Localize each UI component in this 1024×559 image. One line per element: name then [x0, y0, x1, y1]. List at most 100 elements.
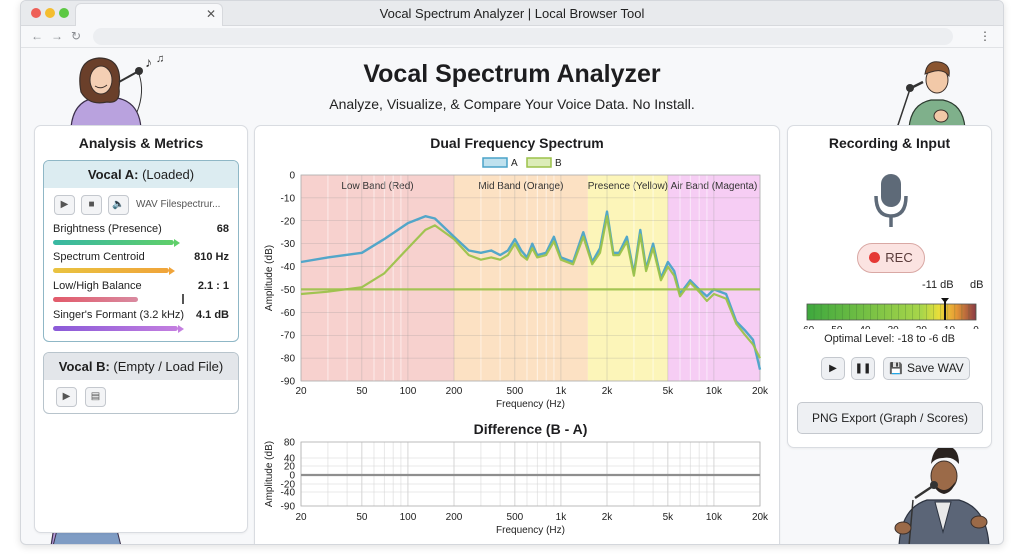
y-tick-label: -10 [281, 193, 296, 204]
y-tick-label: -20 [281, 480, 296, 491]
maximize-window-button[interactable] [59, 8, 69, 18]
close-window-button[interactable] [31, 8, 41, 18]
x-tick-label: 50 [356, 512, 368, 523]
spectrum-panel-title: Dual Frequency Spectrum [430, 135, 604, 151]
spectrum-chart: Low Band (Red) Mid Band (Orange) Presence … [264, 157, 769, 536]
vocal-a-play-button[interactable]: ▶ [54, 195, 75, 215]
pause-button[interactable]: ❚❚ [851, 357, 875, 380]
metric-brightness-bar [53, 240, 174, 245]
window-title: Vocal Spectrum Analyzer | Local Browser … [379, 6, 645, 21]
band-label: Presence (Yellow) [588, 181, 668, 192]
recording-panel: Recording & Input REC -11 dB dB -60 -50 -4… [787, 125, 992, 448]
meter-level-arrow-icon [941, 298, 950, 303]
save-disk-icon: 💾 [889, 363, 903, 375]
minimize-window-button[interactable] [45, 8, 55, 18]
analysis-panel-title: Analysis & Metrics [78, 135, 204, 151]
y-tick-label: 20 [284, 462, 296, 473]
y-tick-label: -30 [281, 239, 296, 250]
plot-frame [300, 174, 761, 382]
meter-unit: dB [970, 279, 984, 291]
spectrum-panel: Dual Frequency Spectrum Low Band (Red) Mi… [254, 125, 780, 544]
metric-brightness-label: Brightness (Presence) [53, 223, 162, 235]
y-tick-label: -50 [281, 285, 296, 296]
metric-brightness-value: 68 [216, 223, 229, 235]
band-label: Mid Band (Orange) [478, 181, 563, 192]
address-bar[interactable] [93, 28, 953, 45]
difference-chart-title: Difference (B - A) [474, 421, 588, 437]
x-tick-label: 5k [663, 512, 675, 523]
analysis-panel: Analysis & Metrics Vocal A: (Loaded) ▶ ■… [34, 125, 248, 533]
singer-illustration-top-left: ♪ ♫ [70, 53, 164, 128]
x-axis-label: Frequency (Hz) [496, 399, 565, 410]
vocal-b-play-button[interactable]: ▶ [56, 387, 77, 407]
diff-y-axis-label: Amplitude (dB) [264, 441, 275, 507]
meter-tick-label: -40 [856, 325, 871, 329]
png-export-button[interactable]: PNG Export (Graph / Scores) [797, 402, 983, 434]
vocal-a-name: Vocal A: [87, 167, 139, 182]
record-dot-icon [869, 252, 881, 263]
save-wav-button[interactable]: 💾 Save WAV [883, 357, 970, 380]
browser-window: ✕ Vocal Spectrum Analyzer | Local Browse… [20, 0, 1004, 545]
diff-x-axis-label: Frequency (Hz) [496, 525, 565, 536]
playback-play-button[interactable]: ▶ [821, 357, 845, 380]
svg-text:♫: ♫ [156, 53, 164, 65]
reload-icon[interactable]: ↻ [71, 29, 82, 43]
metric-formant-label: Singer's Formant (3.2 kHz) [53, 309, 185, 321]
legend-label-a: A [511, 158, 518, 169]
x-tick-label: 50 [356, 386, 368, 397]
x-tick-label: 2k [602, 386, 614, 397]
x-tick-label: 100 [400, 512, 417, 523]
x-tick-label: 2k [602, 512, 614, 523]
x-tick-label: 10k [706, 512, 723, 523]
tab-close-icon[interactable]: ✕ [205, 7, 216, 21]
vocal-a-stop-button[interactable]: ■ [81, 195, 102, 215]
y-tick-label: -90 [281, 502, 296, 513]
metric-centroid-value: 810 Hz [194, 251, 229, 263]
microphone-icon [874, 174, 908, 227]
y-tick-label: 0 [289, 471, 295, 482]
level-meter: -60 -50 -40 -30 -20 -10 0 [800, 298, 979, 329]
legend-swatch-a [482, 157, 508, 168]
singer-illustration-bottom-right [894, 446, 990, 544]
x-tick-label: 100 [400, 386, 417, 397]
x-tick-label: 1k [556, 512, 568, 523]
legend-swatch-b [526, 157, 552, 168]
menu-kebab-icon[interactable]: ⋮ [979, 29, 991, 43]
browser-tab[interactable]: ✕ [75, 3, 223, 26]
vocal-b-name: Vocal B: [58, 359, 110, 374]
nav-bar: ← → ↻ ⋮ [21, 26, 1003, 48]
page-subtitle: Analyze, Visualize, & Compare Your Voice… [329, 96, 695, 112]
metric-brightness-arrow-icon [174, 238, 180, 247]
vocal-a-status: (Loaded) [142, 167, 195, 182]
meter-tick-label: -10 [941, 325, 956, 329]
x-tick-label: 5k [663, 386, 675, 397]
recording-panel-title: Recording & Input [828, 135, 951, 151]
y-tick-label: -90 [281, 377, 296, 388]
save-wav-label: Save WAV [907, 361, 964, 375]
y-tick-label: 40 [284, 454, 296, 465]
vocal-b-load-file-button[interactable]: ▤ [85, 387, 106, 407]
meter-tick-label: 0 [973, 325, 979, 329]
x-tick-label: 20 [295, 512, 307, 523]
x-tick-label: 200 [446, 386, 463, 397]
y-tick-label: 0 [289, 171, 295, 182]
metric-balance-value: 2.1 : 1 [197, 280, 229, 292]
y-tick-label: -80 [281, 354, 296, 365]
record-button[interactable]: REC [857, 243, 925, 273]
back-icon[interactable]: ← [31, 29, 43, 43]
vocal-a-volume-button[interactable]: 🔈 [108, 195, 129, 215]
y-tick-label: -20 [281, 216, 296, 227]
band-label: Low Band (Red) [341, 181, 413, 192]
x-tick-label: 500 [507, 512, 524, 523]
y-tick-label: 80 [284, 438, 296, 449]
x-tick-label: 20k [752, 386, 769, 397]
meter-value: -11 dB [922, 279, 954, 291]
svg-text:♪: ♪ [145, 54, 152, 70]
meter-tick-label: -20 [912, 325, 927, 329]
x-tick-label: 20k [752, 512, 769, 523]
x-tick-label: 200 [446, 512, 463, 523]
page-content: ♪ ♫ ♫ ♩ [21, 48, 1003, 544]
forward-icon[interactable]: → [51, 29, 63, 43]
singer-illustration-top-right [896, 61, 966, 128]
page-title: Vocal Spectrum Analyzer [363, 60, 661, 88]
